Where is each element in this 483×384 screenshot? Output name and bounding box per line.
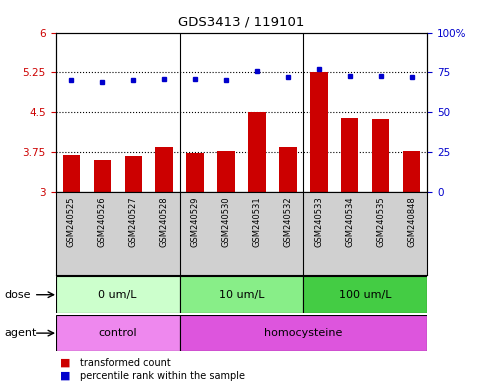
Text: GSM240535: GSM240535 bbox=[376, 196, 385, 247]
Bar bbox=[180, 276, 303, 313]
Bar bbox=[280, 147, 297, 192]
Text: GSM240532: GSM240532 bbox=[284, 196, 293, 247]
Bar bbox=[303, 276, 427, 313]
Text: GSM240529: GSM240529 bbox=[190, 196, 199, 247]
Text: GDS3413 / 119101: GDS3413 / 119101 bbox=[178, 15, 305, 28]
Text: 0 um/L: 0 um/L bbox=[98, 290, 137, 300]
Text: GSM240525: GSM240525 bbox=[67, 196, 75, 247]
Text: dose: dose bbox=[5, 290, 31, 300]
Text: GSM240526: GSM240526 bbox=[98, 196, 107, 247]
Text: percentile rank within the sample: percentile rank within the sample bbox=[80, 371, 245, 381]
Text: GSM240848: GSM240848 bbox=[408, 196, 416, 247]
Bar bbox=[372, 119, 389, 192]
Bar bbox=[62, 155, 80, 192]
Bar bbox=[94, 160, 111, 192]
Bar bbox=[217, 151, 235, 192]
Text: GSM240533: GSM240533 bbox=[314, 196, 324, 247]
Text: ■: ■ bbox=[60, 358, 71, 368]
Bar bbox=[125, 156, 142, 192]
Bar bbox=[341, 118, 358, 192]
Bar bbox=[186, 153, 203, 192]
Text: GSM240527: GSM240527 bbox=[128, 196, 138, 247]
Bar bbox=[403, 151, 421, 192]
Bar bbox=[180, 315, 427, 351]
Text: transformed count: transformed count bbox=[80, 358, 170, 368]
Text: control: control bbox=[98, 328, 137, 338]
Bar bbox=[56, 315, 180, 351]
Text: GSM240534: GSM240534 bbox=[345, 196, 355, 247]
Text: homocysteine: homocysteine bbox=[264, 328, 342, 338]
Bar bbox=[248, 112, 266, 192]
Bar bbox=[156, 147, 172, 192]
Text: GSM240528: GSM240528 bbox=[159, 196, 169, 247]
Text: 100 um/L: 100 um/L bbox=[339, 290, 392, 300]
Bar bbox=[56, 276, 180, 313]
Text: GSM240530: GSM240530 bbox=[222, 196, 230, 247]
Text: agent: agent bbox=[5, 328, 37, 338]
Text: 10 um/L: 10 um/L bbox=[219, 290, 264, 300]
Bar bbox=[311, 73, 327, 192]
Text: GSM240531: GSM240531 bbox=[253, 196, 261, 247]
Text: ■: ■ bbox=[60, 371, 71, 381]
